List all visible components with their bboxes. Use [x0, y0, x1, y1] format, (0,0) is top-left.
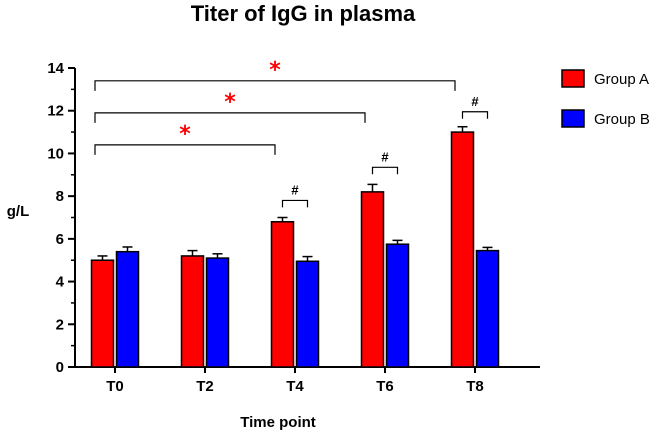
bar — [475, 249, 500, 368]
group-bracket — [461, 111, 489, 119]
bar — [180, 255, 205, 368]
y-tick-label: 14 — [47, 60, 64, 77]
y-tick-label: 0 — [56, 359, 64, 376]
x-tick-label: T6 — [376, 378, 394, 395]
group-difference-mark: # — [471, 94, 479, 109]
group-difference-mark: # — [381, 149, 389, 164]
y-tick-label: 12 — [47, 103, 64, 120]
bar — [270, 221, 295, 368]
significance-star: * — [179, 122, 191, 147]
group-difference-mark: # — [291, 182, 299, 197]
bar — [450, 131, 475, 368]
axes: 0 2 4 6 8 10 12 14 T0 T2 T4 T6 T8 — [47, 60, 540, 395]
significance-bracket — [94, 80, 456, 91]
significance-star: * — [224, 90, 236, 115]
bar — [385, 243, 410, 368]
x-tick-label: T4 — [286, 378, 304, 395]
bar — [115, 250, 140, 368]
bar — [205, 257, 230, 368]
chart-title: Titer of IgG in plasma — [191, 1, 416, 26]
legend-swatch — [561, 69, 585, 88]
legend-label: Group B — [594, 111, 650, 128]
y-tick-label: 6 — [56, 231, 64, 248]
significance-annotations: * * * # # # — [94, 58, 489, 208]
x-tick-label: T2 — [196, 378, 214, 395]
legend: Group A Group B — [561, 69, 650, 128]
bars — [90, 125, 500, 368]
x-tick-label: T0 — [106, 378, 124, 395]
legend-swatch — [561, 109, 585, 128]
bar — [90, 259, 115, 368]
y-tick-label: 10 — [47, 145, 64, 162]
significance-bracket — [94, 112, 366, 123]
y-tick-label: 4 — [56, 274, 65, 291]
x-tick-label: T8 — [466, 378, 484, 395]
bar — [295, 260, 320, 368]
significance-bracket — [94, 144, 276, 155]
significance-star: * — [269, 58, 281, 83]
y-axis-label: g/L — [7, 203, 30, 220]
y-tick-label: 2 — [56, 316, 64, 333]
group-bracket — [281, 199, 309, 208]
bar — [360, 191, 385, 368]
group-bracket — [371, 166, 399, 175]
legend-label: Group A — [594, 71, 649, 88]
x-axis-label: Time point — [240, 414, 316, 431]
y-tick-label: 8 — [56, 188, 64, 205]
